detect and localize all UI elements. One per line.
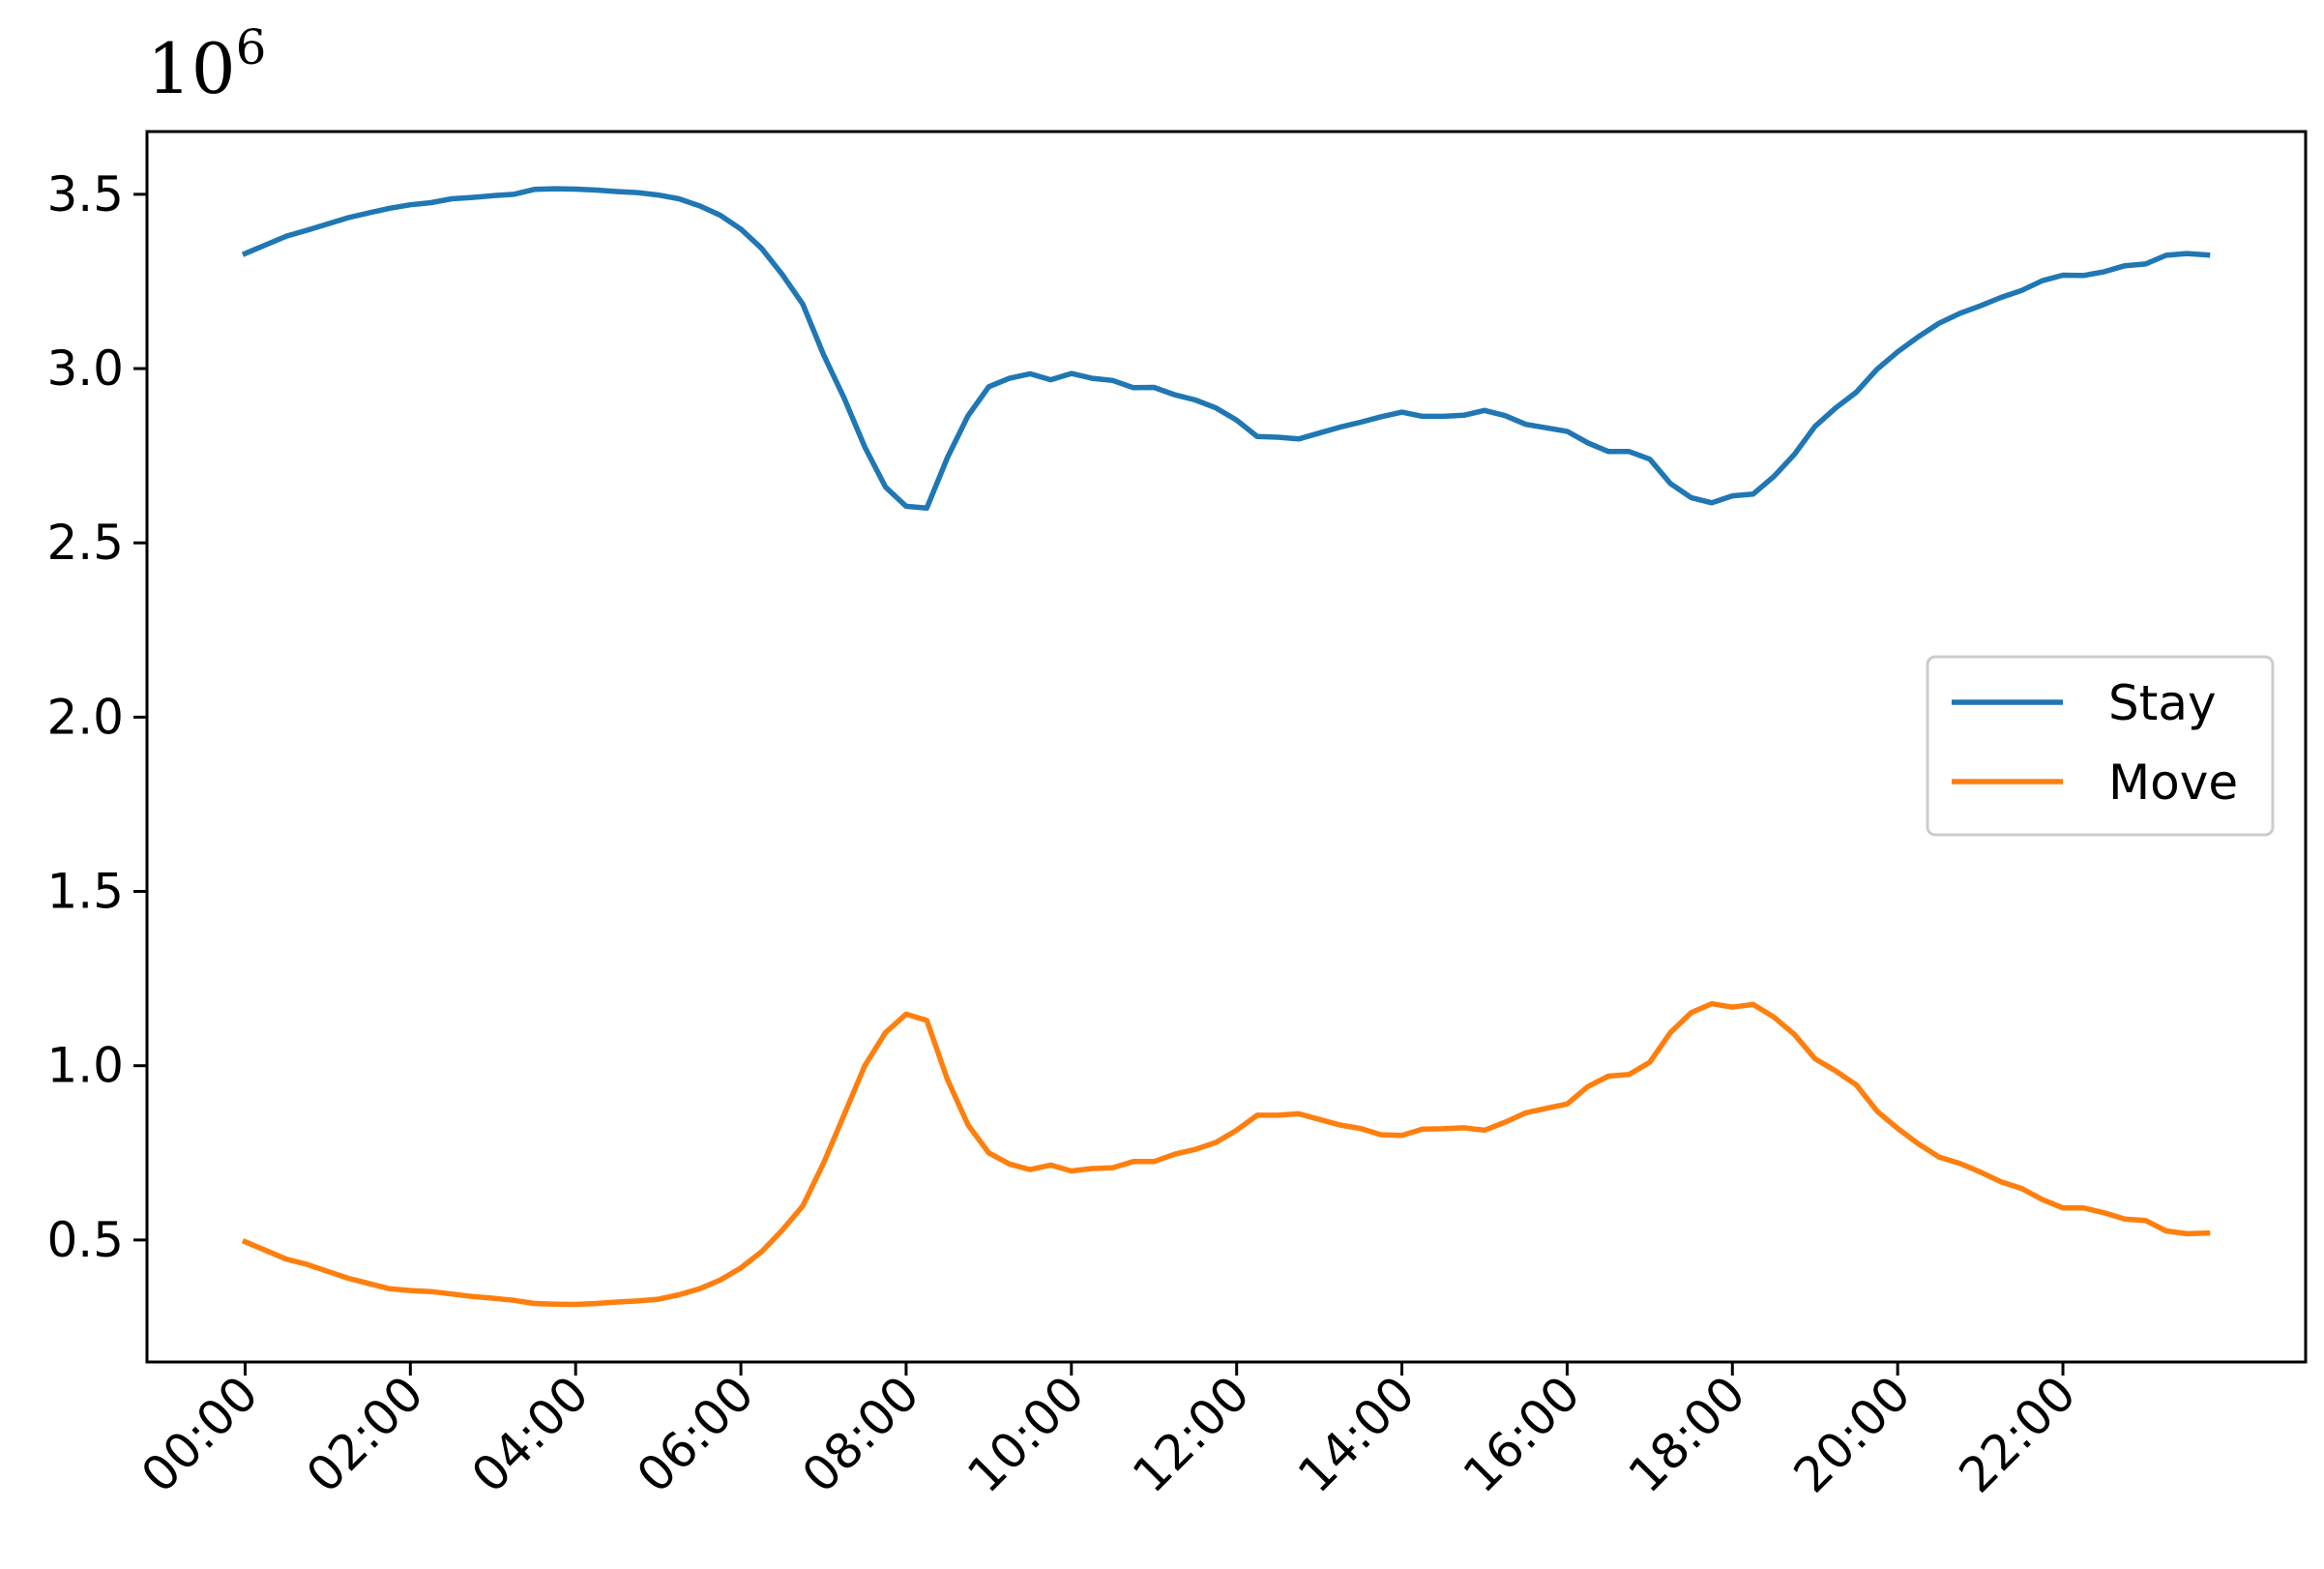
y-tick-label: 2.0 [46,689,124,745]
legend-label-stay: Stay [2108,675,2217,731]
series-line-stay [241,186,2211,511]
y-axis-ticks: 0.5 1.0 1.5 2.0 2.5 3.0 3.5 [46,166,147,1268]
x-tick-label: 00:00 [131,1365,269,1503]
y-scale-base: 10 [147,28,236,109]
y-tick-label: 1.0 [46,1038,124,1094]
x-tick-label: 16:00 [1453,1365,1591,1503]
y-tick-label: 3.0 [46,340,124,397]
x-tick-label: 08:00 [792,1365,930,1503]
x-tick-label: 02:00 [296,1365,434,1503]
x-tick-label: 10:00 [956,1365,1095,1503]
legend-label-move: Move [2108,755,2238,811]
axes-frame [145,130,2308,1364]
legend: Stay Move [1926,655,2275,837]
x-tick-label: 14:00 [1287,1365,1426,1503]
x-tick-label: 20:00 [1783,1365,1922,1503]
x-tick-label: 04:00 [461,1365,600,1503]
y-tick-label: 0.5 [46,1212,124,1268]
y-scale-exponent-label: 106 [147,19,266,109]
y-tick-label: 2.5 [46,515,124,571]
y-tick-label: 1.5 [46,864,124,920]
y-tick-label: 3.5 [46,166,124,222]
x-tick-label: 18:00 [1618,1365,1756,1503]
x-tick-label: 06:00 [627,1365,765,1503]
x-axis-ticks: 00:00 02:00 04:00 06:00 08:00 10:00 12:00 14:00… [131,1362,2087,1503]
y-scale-exponent: 6 [236,19,267,75]
series-line-move [241,1000,2211,1308]
x-tick-label: 12:00 [1122,1365,1260,1503]
series-lines [241,186,2211,1308]
x-tick-label: 22:00 [1949,1365,2087,1503]
